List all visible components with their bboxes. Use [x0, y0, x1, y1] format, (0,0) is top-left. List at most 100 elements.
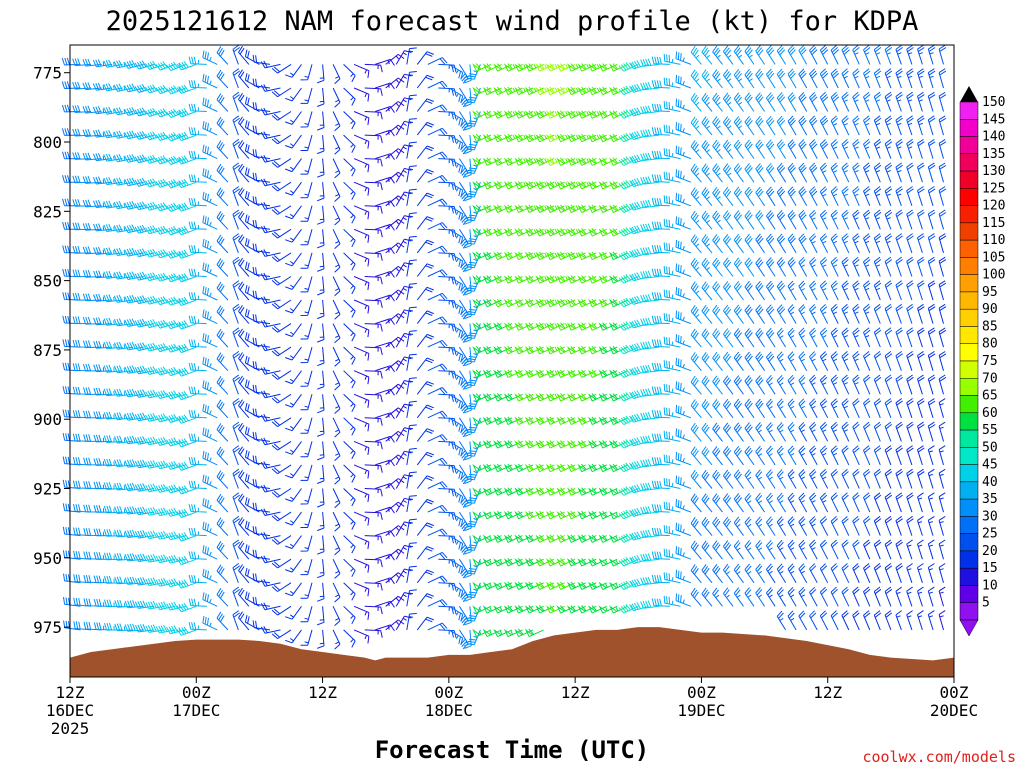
wind-barb — [300, 488, 313, 505]
wind-barb — [244, 591, 260, 607]
wind-barb — [92, 176, 113, 185]
wind-barb — [863, 586, 871, 607]
wind-barb — [733, 210, 744, 230]
wind-barb — [798, 92, 808, 112]
wind-barb — [271, 252, 292, 263]
wind-barb — [723, 351, 734, 371]
wind-barb — [744, 163, 755, 183]
wind-barb — [798, 586, 808, 607]
wind-barb — [317, 135, 325, 155]
wind-barb — [332, 441, 341, 461]
wind-barb — [651, 244, 670, 254]
wind-barb — [416, 357, 434, 372]
wind-barb — [712, 45, 723, 65]
wind-barb — [260, 60, 281, 69]
wind-barb — [124, 576, 144, 585]
wind-barb — [863, 563, 871, 583]
wind-barb — [103, 435, 123, 443]
wind-barb — [618, 132, 639, 143]
wind-barb — [830, 586, 839, 607]
wind-barb — [145, 600, 165, 610]
colorbar-label: 45 — [982, 458, 998, 473]
wind-barb — [134, 459, 155, 469]
wind-barb — [300, 64, 313, 81]
wind-barb — [701, 45, 713, 65]
wind-barb — [176, 108, 197, 118]
wind-barb — [343, 464, 356, 483]
wind-barb — [852, 515, 860, 536]
wind-barb — [675, 357, 692, 372]
wind-barb — [663, 218, 681, 230]
wind-barb — [62, 526, 81, 537]
wind-barb — [202, 380, 218, 395]
wind-barb — [72, 245, 92, 254]
wind-barb — [364, 87, 383, 96]
wind-barb — [260, 531, 281, 540]
wind-barb — [61, 57, 81, 66]
wind-barb — [629, 272, 649, 282]
wind-barb — [640, 270, 660, 279]
wind-barb — [438, 111, 457, 120]
wind-barb — [260, 319, 281, 328]
wind-barb — [202, 592, 218, 607]
wind-barb — [787, 374, 797, 395]
wind-barb — [733, 351, 744, 371]
wind-barb — [166, 85, 186, 95]
wind-barb — [917, 374, 925, 395]
colorbar-label: 135 — [982, 147, 1005, 162]
wind-barb — [285, 158, 302, 173]
wind-barb — [317, 299, 325, 320]
wind-barb — [438, 134, 457, 144]
wind-barb — [300, 346, 313, 364]
wind-barb — [232, 539, 240, 560]
wind-barb — [463, 441, 472, 461]
wind-barb — [216, 611, 229, 631]
wind-barb — [114, 459, 134, 468]
wind-barb — [124, 482, 144, 492]
wind-barb — [545, 228, 565, 237]
wind-barb — [285, 181, 302, 196]
wind-barb — [629, 178, 649, 188]
wind-barb — [690, 116, 702, 136]
wind-barb — [202, 568, 218, 584]
wind-barb — [701, 116, 713, 136]
wind-barb — [238, 587, 250, 607]
wind-barb — [917, 468, 925, 489]
wind-barb — [216, 93, 229, 112]
wind-barb — [448, 440, 464, 457]
wind-barb — [188, 221, 207, 230]
wind-barb — [690, 517, 702, 536]
wind-barb — [809, 586, 818, 607]
wind-barb — [906, 44, 914, 65]
wind-barb — [651, 480, 670, 489]
wind-barb — [776, 139, 787, 159]
wind-barb — [317, 488, 325, 508]
wind-barb — [938, 209, 947, 230]
wind-barb — [535, 298, 555, 308]
wind-barb — [271, 440, 292, 451]
wind-barb — [406, 565, 417, 583]
wind-barb — [765, 139, 776, 159]
wind-barb — [285, 64, 302, 78]
wind-barb — [467, 370, 481, 386]
wind-barb — [300, 323, 313, 340]
wind-barb — [701, 446, 713, 466]
wind-barb — [830, 162, 839, 183]
wind-barb — [82, 340, 102, 349]
wind-barb — [755, 280, 766, 301]
wind-barb — [566, 228, 586, 237]
credit-link[interactable]: coolwx.com/models — [862, 748, 1016, 766]
wind-barb — [155, 319, 176, 329]
wind-barb — [145, 483, 165, 493]
wind-barb — [395, 615, 412, 631]
colorbar: 1501451401351301251201151101051009590858… — [959, 86, 1005, 637]
wind-barb — [300, 559, 313, 576]
wind-barb — [353, 228, 370, 243]
colorbar-label: 150 — [982, 95, 1005, 110]
wind-barb — [300, 252, 313, 269]
wind-barb — [841, 351, 850, 371]
wind-barb — [917, 445, 925, 466]
wind-barb — [906, 398, 914, 418]
wind-barb — [776, 563, 787, 584]
